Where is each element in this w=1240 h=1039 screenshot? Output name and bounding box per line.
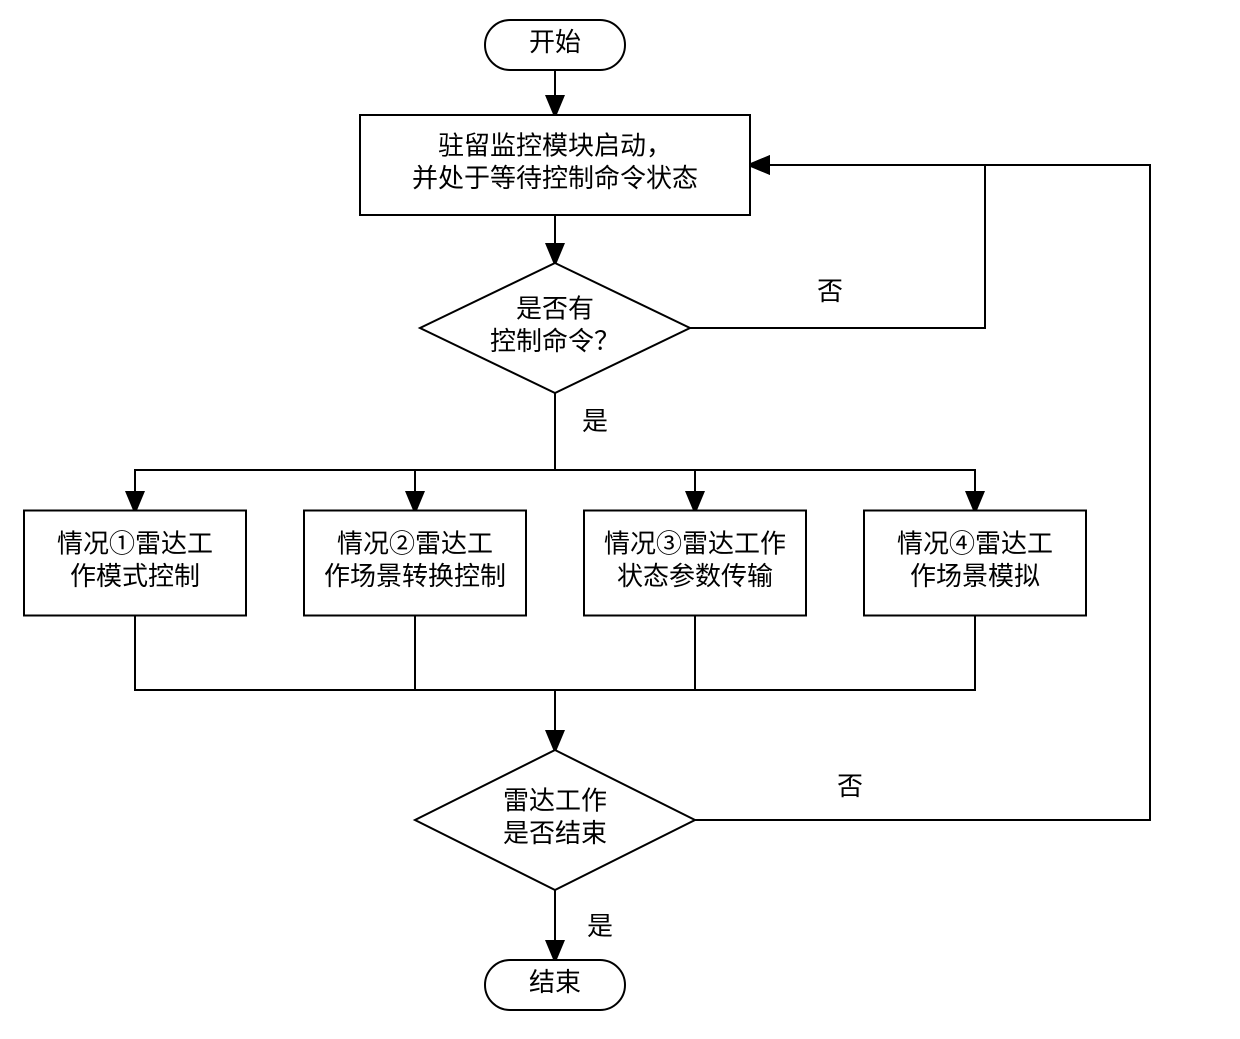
node-case1: 情况①雷达工作模式控制 [24, 511, 246, 616]
node-case3: 情况③雷达工作状态参数传输 [584, 511, 806, 616]
node-check_end-text-1: 是否结束 [503, 819, 607, 848]
edge-7 [135, 616, 555, 690]
node-end-text-0: 结束 [529, 968, 581, 997]
edge-10 [555, 616, 975, 690]
edge-6 [555, 470, 975, 511]
edge-8 [415, 616, 555, 690]
node-init-text-1: 并处于等待控制命令状态 [412, 164, 698, 193]
node-case1-text-1: 作模式控制 [70, 562, 200, 591]
node-check_end-text-0: 雷达工作 [503, 787, 607, 816]
edge-label-12: 是 [587, 912, 613, 941]
edge-label-14: 否 [837, 772, 863, 801]
node-case4-text-0: 情况④雷达工 [897, 530, 1053, 559]
node-case1-text-0: 情况①雷达工 [57, 530, 213, 559]
node-case4-text-1: 作场景模拟 [910, 562, 1040, 591]
edge-label-2: 是 [582, 407, 608, 436]
edge-5 [555, 470, 695, 511]
edge-4 [415, 470, 555, 511]
node-case3-text-1: 状态参数传输 [617, 562, 773, 591]
node-case4: 情况④雷达工作场景模拟 [864, 511, 1086, 616]
edge-14 [695, 165, 1150, 820]
node-check_end: 雷达工作是否结束 [415, 750, 695, 890]
node-case2: 情况②雷达工作场景转换控制 [304, 511, 526, 616]
edge-label-13: 否 [817, 277, 843, 306]
node-case3-text-0: 情况③雷达工作 [604, 530, 786, 559]
edge-9 [555, 616, 695, 690]
node-case2-text-0: 情况②雷达工 [337, 530, 493, 559]
node-check_cmd: 是否有控制命令？ [420, 263, 690, 393]
node-init: 驻留监控模块启动， 并处于等待控制命令状态 [360, 115, 750, 215]
node-check_cmd-text-0: 是否有 [516, 295, 594, 324]
node-check_cmd-text-1: 控制命令？ [490, 327, 620, 356]
node-end: 结束 [485, 960, 625, 1010]
node-case2-text-1: 作场景转换控制 [324, 562, 506, 591]
node-start-text-0: 开始 [529, 28, 581, 57]
edge-3 [135, 470, 555, 511]
node-start: 开始 [485, 20, 625, 70]
node-init-text-0: 驻留监控模块启动， [438, 132, 672, 161]
